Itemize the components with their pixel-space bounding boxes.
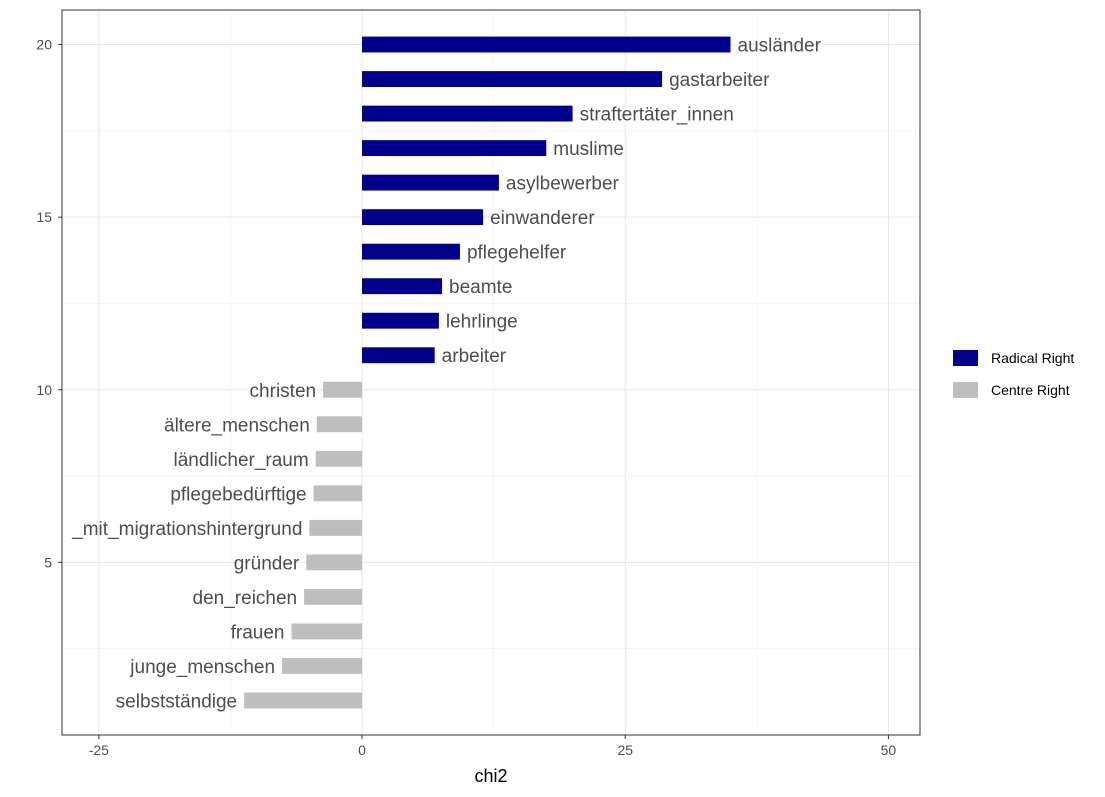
- y-tick-label: 20: [36, 37, 52, 53]
- major-gridlines: [62, 10, 920, 735]
- bar: [362, 347, 435, 364]
- legend-key: [953, 350, 978, 366]
- bar: [323, 381, 363, 398]
- bar-label: gastarbeiter: [669, 70, 770, 91]
- legend-label: Radical Right: [991, 350, 1074, 366]
- bar-label: junge_menschen: [129, 657, 275, 678]
- bar: [362, 105, 573, 122]
- x-tick-label: -25: [89, 742, 109, 758]
- panel-border: [61, 9, 921, 736]
- x-tick-label: 25: [617, 742, 633, 758]
- bar: [362, 243, 460, 260]
- bar-label: arbeiter: [442, 346, 507, 367]
- y-tick-label: 10: [36, 382, 52, 398]
- bar: [362, 278, 443, 295]
- y-tick-label: 5: [44, 554, 52, 570]
- y-tick-label: 15: [36, 209, 52, 225]
- legend-key: [953, 382, 978, 398]
- y-axis-ticks: 5 10 15 20: [36, 37, 62, 570]
- legend: Radical Right Centre Right: [953, 350, 1074, 398]
- x-axis-title: chi2: [474, 766, 507, 786]
- bar-label: lehrlinge: [446, 312, 518, 333]
- bar: [282, 658, 363, 674]
- bars: [244, 36, 731, 709]
- bar-label: frauen: [231, 622, 285, 643]
- bar-label: den_reichen: [193, 588, 298, 609]
- bar-label: ausländer: [738, 36, 822, 57]
- bar: [362, 209, 484, 226]
- minor-gridlines: [62, 10, 920, 735]
- bar-label: beamte: [449, 277, 512, 298]
- bar: [291, 623, 363, 640]
- bar-label: ältere_menschen: [164, 415, 310, 436]
- bar-label: asylbewerber: [506, 174, 620, 195]
- bar-label: straftertäter_innen: [580, 105, 734, 126]
- bar: [313, 485, 363, 502]
- bar-label: ländlicher_raum: [174, 450, 309, 471]
- bar: [362, 174, 499, 191]
- bar-label: gründer: [234, 553, 300, 574]
- bar-label: pflegebedürftige: [170, 484, 306, 505]
- bar-label: christen: [250, 381, 317, 402]
- bar: [304, 588, 363, 605]
- bar: [362, 312, 439, 329]
- x-tick-label: 0: [358, 742, 366, 758]
- bar: [244, 692, 363, 709]
- bar-label: pflegehelfer: [467, 243, 567, 264]
- bar-labels: ausländer gastarbeiter straftertäter_innen…: [71, 36, 821, 713]
- bar-label: muslime: [553, 139, 624, 160]
- x-axis-ticks: -25 0 25 50: [89, 735, 897, 758]
- legend-label: Centre Right: [991, 382, 1070, 398]
- bar: [309, 519, 363, 536]
- bar: [316, 416, 363, 433]
- bar: [315, 450, 363, 467]
- bar: [306, 554, 363, 571]
- bar: [362, 71, 663, 87]
- bar-label: selbstständige: [116, 691, 237, 712]
- x-tick-label: 50: [881, 742, 897, 758]
- bar: [362, 36, 731, 53]
- bar-label: _mit_migrationshintergrund: [71, 519, 302, 540]
- bar-label: einwanderer: [490, 208, 595, 229]
- bar: [362, 140, 547, 157]
